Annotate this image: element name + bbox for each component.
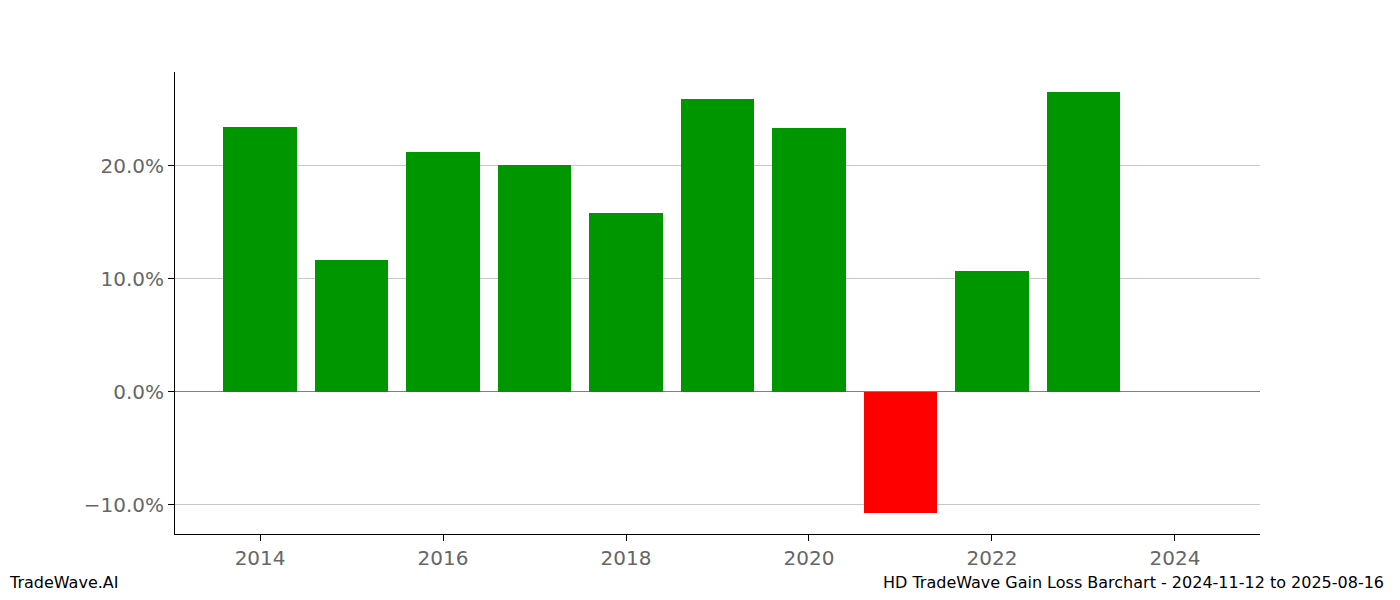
svg-text:2014: 2014: [235, 546, 286, 570]
svg-text:−10.0%: −10.0%: [84, 493, 164, 517]
svg-text:0.0%: 0.0%: [113, 380, 164, 404]
svg-text:TradeWave.AI: TradeWave.AI: [9, 573, 118, 592]
svg-text:2024: 2024: [1149, 546, 1200, 570]
svg-text:HD TradeWave Gain Loss Barchar: HD TradeWave Gain Loss Barchart - 2024-1…: [883, 573, 1384, 592]
svg-text:2020: 2020: [784, 546, 835, 570]
svg-text:10.0%: 10.0%: [100, 267, 164, 291]
svg-text:2022: 2022: [966, 546, 1017, 570]
svg-text:2018: 2018: [601, 546, 652, 570]
svg-text:2016: 2016: [418, 546, 469, 570]
svg-text:20.0%: 20.0%: [100, 154, 164, 178]
